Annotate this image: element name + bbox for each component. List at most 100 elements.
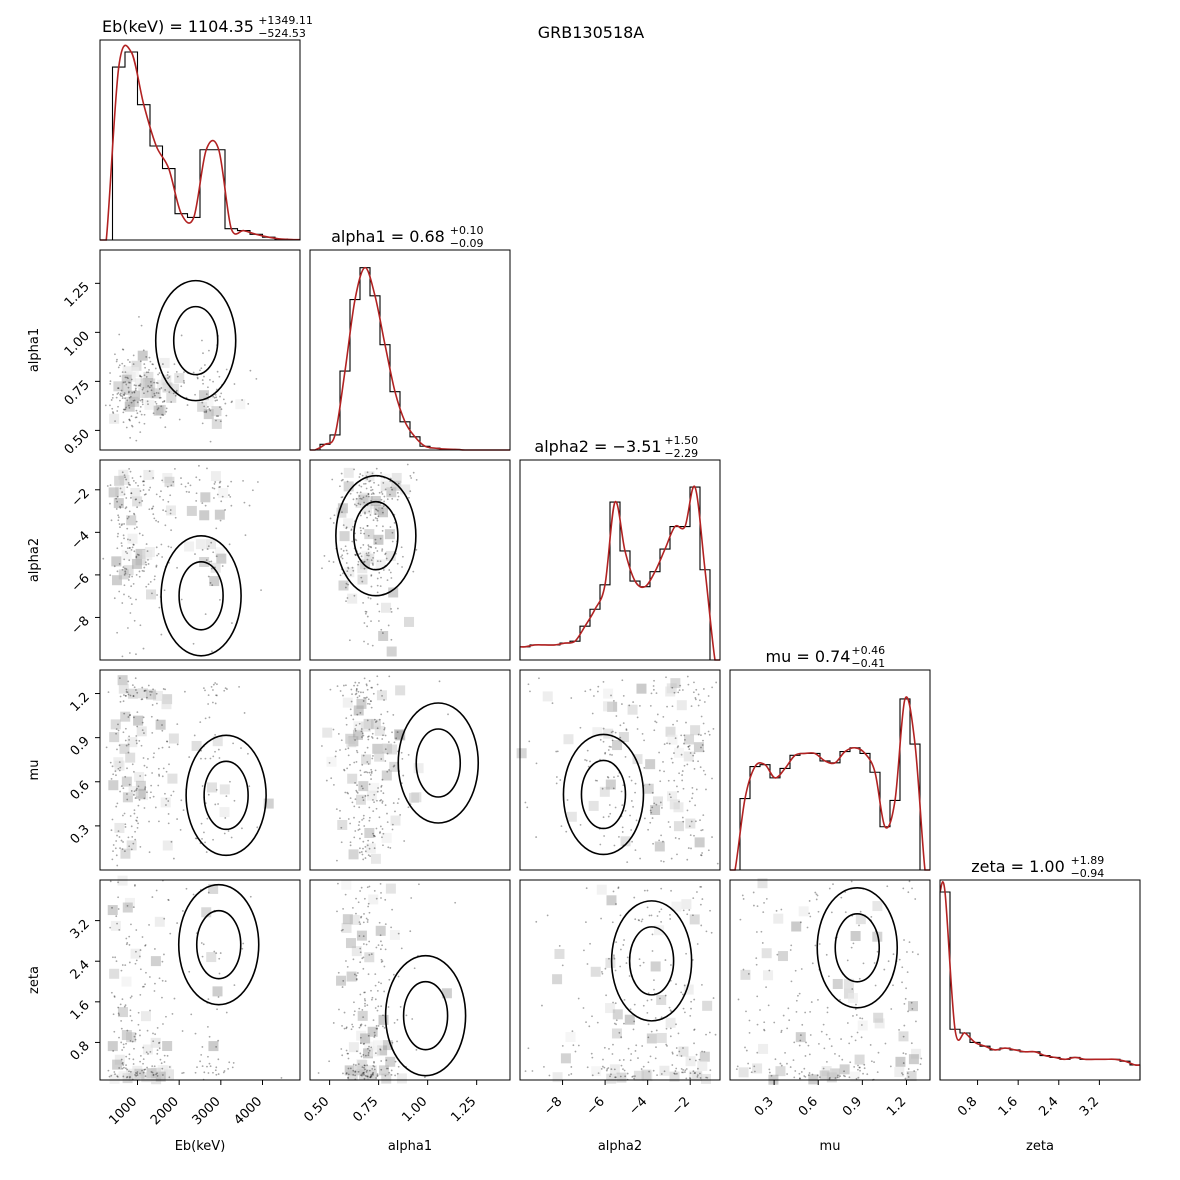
density-cell: [388, 587, 399, 598]
scatter-point: [207, 703, 210, 705]
scatter-point: [668, 1006, 671, 1009]
scatter-point: [243, 712, 246, 714]
scatter-point: [898, 958, 901, 961]
scatter-point: [377, 944, 380, 947]
scatter-point: [356, 491, 359, 494]
scatter-point: [822, 1067, 825, 1070]
scatter-point: [701, 1050, 703, 1053]
scatter-point: [354, 554, 357, 557]
scatter-point: [124, 408, 127, 411]
scatter-point: [356, 751, 359, 754]
scatter-point: [139, 1054, 142, 1057]
scatter-point: [838, 1055, 841, 1057]
scatter-point: [149, 693, 152, 696]
scatter-point: [793, 1041, 796, 1044]
scatter-point: [128, 735, 130, 738]
scatter-point: [134, 416, 137, 419]
density-cell: [612, 740, 623, 751]
scatter-point: [644, 817, 646, 820]
scatter-point: [117, 532, 119, 535]
scatter-point: [393, 764, 396, 767]
scatter-point: [379, 831, 382, 833]
scatter-point: [397, 798, 400, 800]
x-axis-label: mu: [820, 1139, 841, 1154]
density-cell: [702, 1000, 713, 1011]
scatter-point: [329, 517, 332, 520]
scatter-point: [354, 739, 356, 741]
scatter-point: [741, 894, 744, 897]
scatter-point: [408, 496, 410, 499]
histogram-steps: [100, 51, 301, 241]
scatter-point: [122, 408, 125, 411]
scatter-point: [367, 839, 370, 842]
scatter-point: [154, 982, 156, 985]
scatter-point: [355, 688, 358, 691]
scatter-point: [198, 479, 201, 481]
scatter-point: [111, 906, 113, 909]
scatter-point: [165, 1015, 167, 1018]
scatter-point: [381, 694, 383, 697]
scatter-point: [204, 689, 206, 692]
scatter-point: [141, 721, 144, 724]
scatter-point: [377, 1005, 380, 1008]
scatter-point: [126, 547, 129, 550]
scatter-point: [137, 484, 140, 487]
scatter-point: [711, 777, 713, 780]
param-title-lower-error: −524.53: [258, 27, 306, 40]
scatter-point: [340, 739, 343, 742]
scatter-point: [373, 551, 375, 554]
scatter-point: [535, 920, 538, 923]
scatter-point: [116, 570, 119, 573]
scatter-point: [188, 491, 190, 493]
scatter-point: [363, 1077, 366, 1080]
scatter-point: [799, 1034, 802, 1037]
scatter-point: [194, 553, 196, 555]
scatter-point: [806, 926, 809, 929]
scatter-point: [134, 884, 136, 886]
density-cell: [542, 691, 553, 702]
param-title-upper-error: +1349.11: [258, 14, 313, 27]
scatter-point: [907, 891, 910, 894]
scatter-point: [143, 764, 146, 767]
density-cell: [162, 1041, 173, 1052]
scatter-point: [135, 742, 138, 745]
scatter-point: [364, 857, 367, 859]
scatter-point: [116, 802, 119, 805]
scatter-point: [648, 783, 651, 786]
scatter-point: [139, 1060, 141, 1063]
scatter-point: [693, 1072, 696, 1075]
scatter-point: [210, 560, 213, 563]
scatter-point: [192, 371, 195, 374]
scatter-point: [116, 748, 118, 751]
scatter-point: [368, 480, 371, 483]
panel-frame: [519, 459, 721, 661]
scatter-point: [370, 989, 372, 992]
scatter-point: [115, 732, 117, 735]
scatter-point: [144, 366, 147, 369]
density-cell: [197, 401, 208, 412]
x-axis-label: alpha1: [388, 1139, 432, 1154]
scatter-point: [684, 1069, 687, 1072]
scatter-point: [155, 493, 158, 496]
scatter-point: [902, 1035, 905, 1038]
scatter-point: [756, 1051, 759, 1054]
scatter-point: [376, 603, 379, 606]
scatter-point: [207, 405, 209, 408]
scatter-point: [373, 1068, 376, 1071]
diag-panel-zeta: zeta = 1.00 +1.89−0.94: [939, 854, 1141, 1081]
scatter-point: [651, 933, 654, 936]
scatter-point: [390, 1069, 393, 1072]
scatter-point: [369, 597, 372, 600]
scatter-point: [117, 387, 119, 389]
scatter-point: [707, 695, 710, 697]
density-cell: [200, 492, 211, 503]
scatter-point: [328, 560, 331, 563]
scatter-point: [122, 787, 125, 790]
scatter-point: [612, 1001, 614, 1004]
y-tick-label: 0.50: [62, 427, 93, 458]
scatter-point: [698, 1058, 701, 1061]
scatter-point: [112, 956, 114, 959]
scatter-point: [110, 778, 113, 780]
density-cell: [137, 350, 148, 361]
scatter-point: [653, 979, 655, 981]
